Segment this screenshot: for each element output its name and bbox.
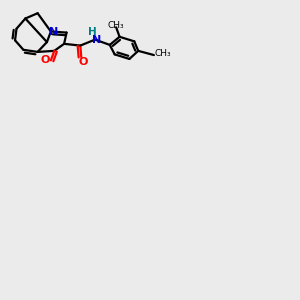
Text: CH₃: CH₃ bbox=[108, 21, 124, 30]
Text: N: N bbox=[49, 26, 58, 37]
Text: CH₃: CH₃ bbox=[154, 49, 171, 58]
Text: H: H bbox=[88, 27, 97, 37]
Text: O: O bbox=[41, 55, 50, 65]
Text: N: N bbox=[92, 34, 101, 45]
Text: O: O bbox=[78, 58, 88, 68]
